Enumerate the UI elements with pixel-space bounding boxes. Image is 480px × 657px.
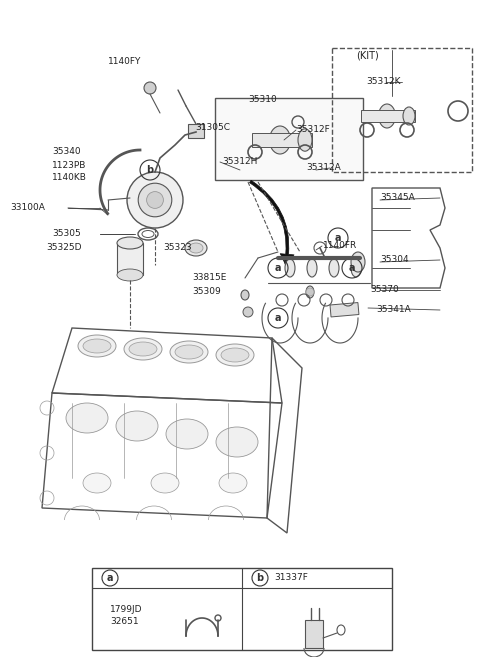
Ellipse shape: [66, 403, 108, 433]
Ellipse shape: [78, 335, 116, 357]
Text: 33100A: 33100A: [10, 204, 45, 212]
Text: 35340: 35340: [52, 148, 81, 156]
Bar: [330, 303, 359, 317]
Bar: [215, 98, 363, 180]
Ellipse shape: [219, 473, 247, 493]
Text: 35325D: 35325D: [46, 244, 82, 252]
Text: 35304: 35304: [380, 256, 408, 265]
Ellipse shape: [351, 259, 361, 277]
Text: a: a: [335, 233, 341, 243]
Bar: [252, 133, 312, 147]
Circle shape: [306, 288, 314, 296]
Ellipse shape: [189, 243, 203, 253]
Text: 35345A: 35345A: [380, 194, 415, 202]
Text: 35341A: 35341A: [376, 306, 411, 315]
Ellipse shape: [329, 259, 339, 277]
Ellipse shape: [185, 240, 207, 256]
Ellipse shape: [298, 129, 312, 151]
Text: 35323: 35323: [163, 244, 192, 252]
Text: 35310: 35310: [248, 95, 277, 104]
Text: 1140KB: 1140KB: [52, 173, 87, 183]
Text: (KIT): (KIT): [356, 51, 379, 61]
Ellipse shape: [170, 341, 208, 363]
Bar: [332, 48, 472, 172]
Bar: [305, 620, 323, 648]
Text: a: a: [275, 313, 281, 323]
Text: 35312F: 35312F: [296, 125, 330, 135]
Text: a: a: [349, 263, 355, 273]
Circle shape: [127, 172, 183, 228]
Text: b: b: [146, 165, 154, 175]
Ellipse shape: [216, 344, 254, 366]
Text: a: a: [275, 263, 281, 273]
Text: 33815E: 33815E: [192, 273, 227, 283]
Text: 1140FR: 1140FR: [323, 242, 357, 250]
Bar: [188, 124, 204, 138]
Text: 35312K: 35312K: [366, 78, 400, 87]
Text: 31337F: 31337F: [274, 574, 308, 583]
Ellipse shape: [241, 290, 249, 300]
Ellipse shape: [129, 342, 157, 356]
Ellipse shape: [285, 259, 295, 277]
Circle shape: [144, 82, 156, 94]
Circle shape: [146, 192, 163, 208]
Ellipse shape: [83, 339, 111, 353]
Text: 31305C: 31305C: [195, 124, 230, 133]
Text: 1140FY: 1140FY: [108, 58, 142, 66]
Ellipse shape: [166, 419, 208, 449]
Ellipse shape: [403, 107, 415, 125]
Bar: [117, 243, 143, 275]
Circle shape: [138, 183, 172, 217]
Text: 32651: 32651: [110, 618, 139, 627]
Ellipse shape: [124, 338, 162, 360]
Ellipse shape: [307, 259, 317, 277]
Ellipse shape: [117, 269, 143, 281]
Ellipse shape: [151, 473, 179, 493]
Ellipse shape: [175, 345, 203, 359]
Ellipse shape: [269, 126, 290, 154]
FancyArrowPatch shape: [250, 181, 294, 265]
Text: a: a: [107, 573, 113, 583]
Ellipse shape: [116, 411, 158, 441]
Bar: [92, 568, 392, 650]
Ellipse shape: [216, 427, 258, 457]
Circle shape: [243, 307, 253, 317]
Ellipse shape: [379, 104, 396, 128]
Ellipse shape: [306, 286, 314, 298]
Text: 35309: 35309: [192, 288, 221, 296]
Text: 1799JD: 1799JD: [110, 606, 143, 614]
Bar: [361, 110, 415, 122]
Text: 1123PB: 1123PB: [52, 160, 86, 170]
Text: 35312H: 35312H: [222, 158, 257, 166]
Ellipse shape: [117, 237, 143, 249]
Text: 35312A: 35312A: [306, 164, 341, 173]
Ellipse shape: [351, 252, 365, 272]
Text: b: b: [256, 573, 264, 583]
Ellipse shape: [221, 348, 249, 362]
Text: 35370: 35370: [370, 286, 399, 294]
Ellipse shape: [83, 473, 111, 493]
Text: 35305: 35305: [52, 229, 81, 238]
